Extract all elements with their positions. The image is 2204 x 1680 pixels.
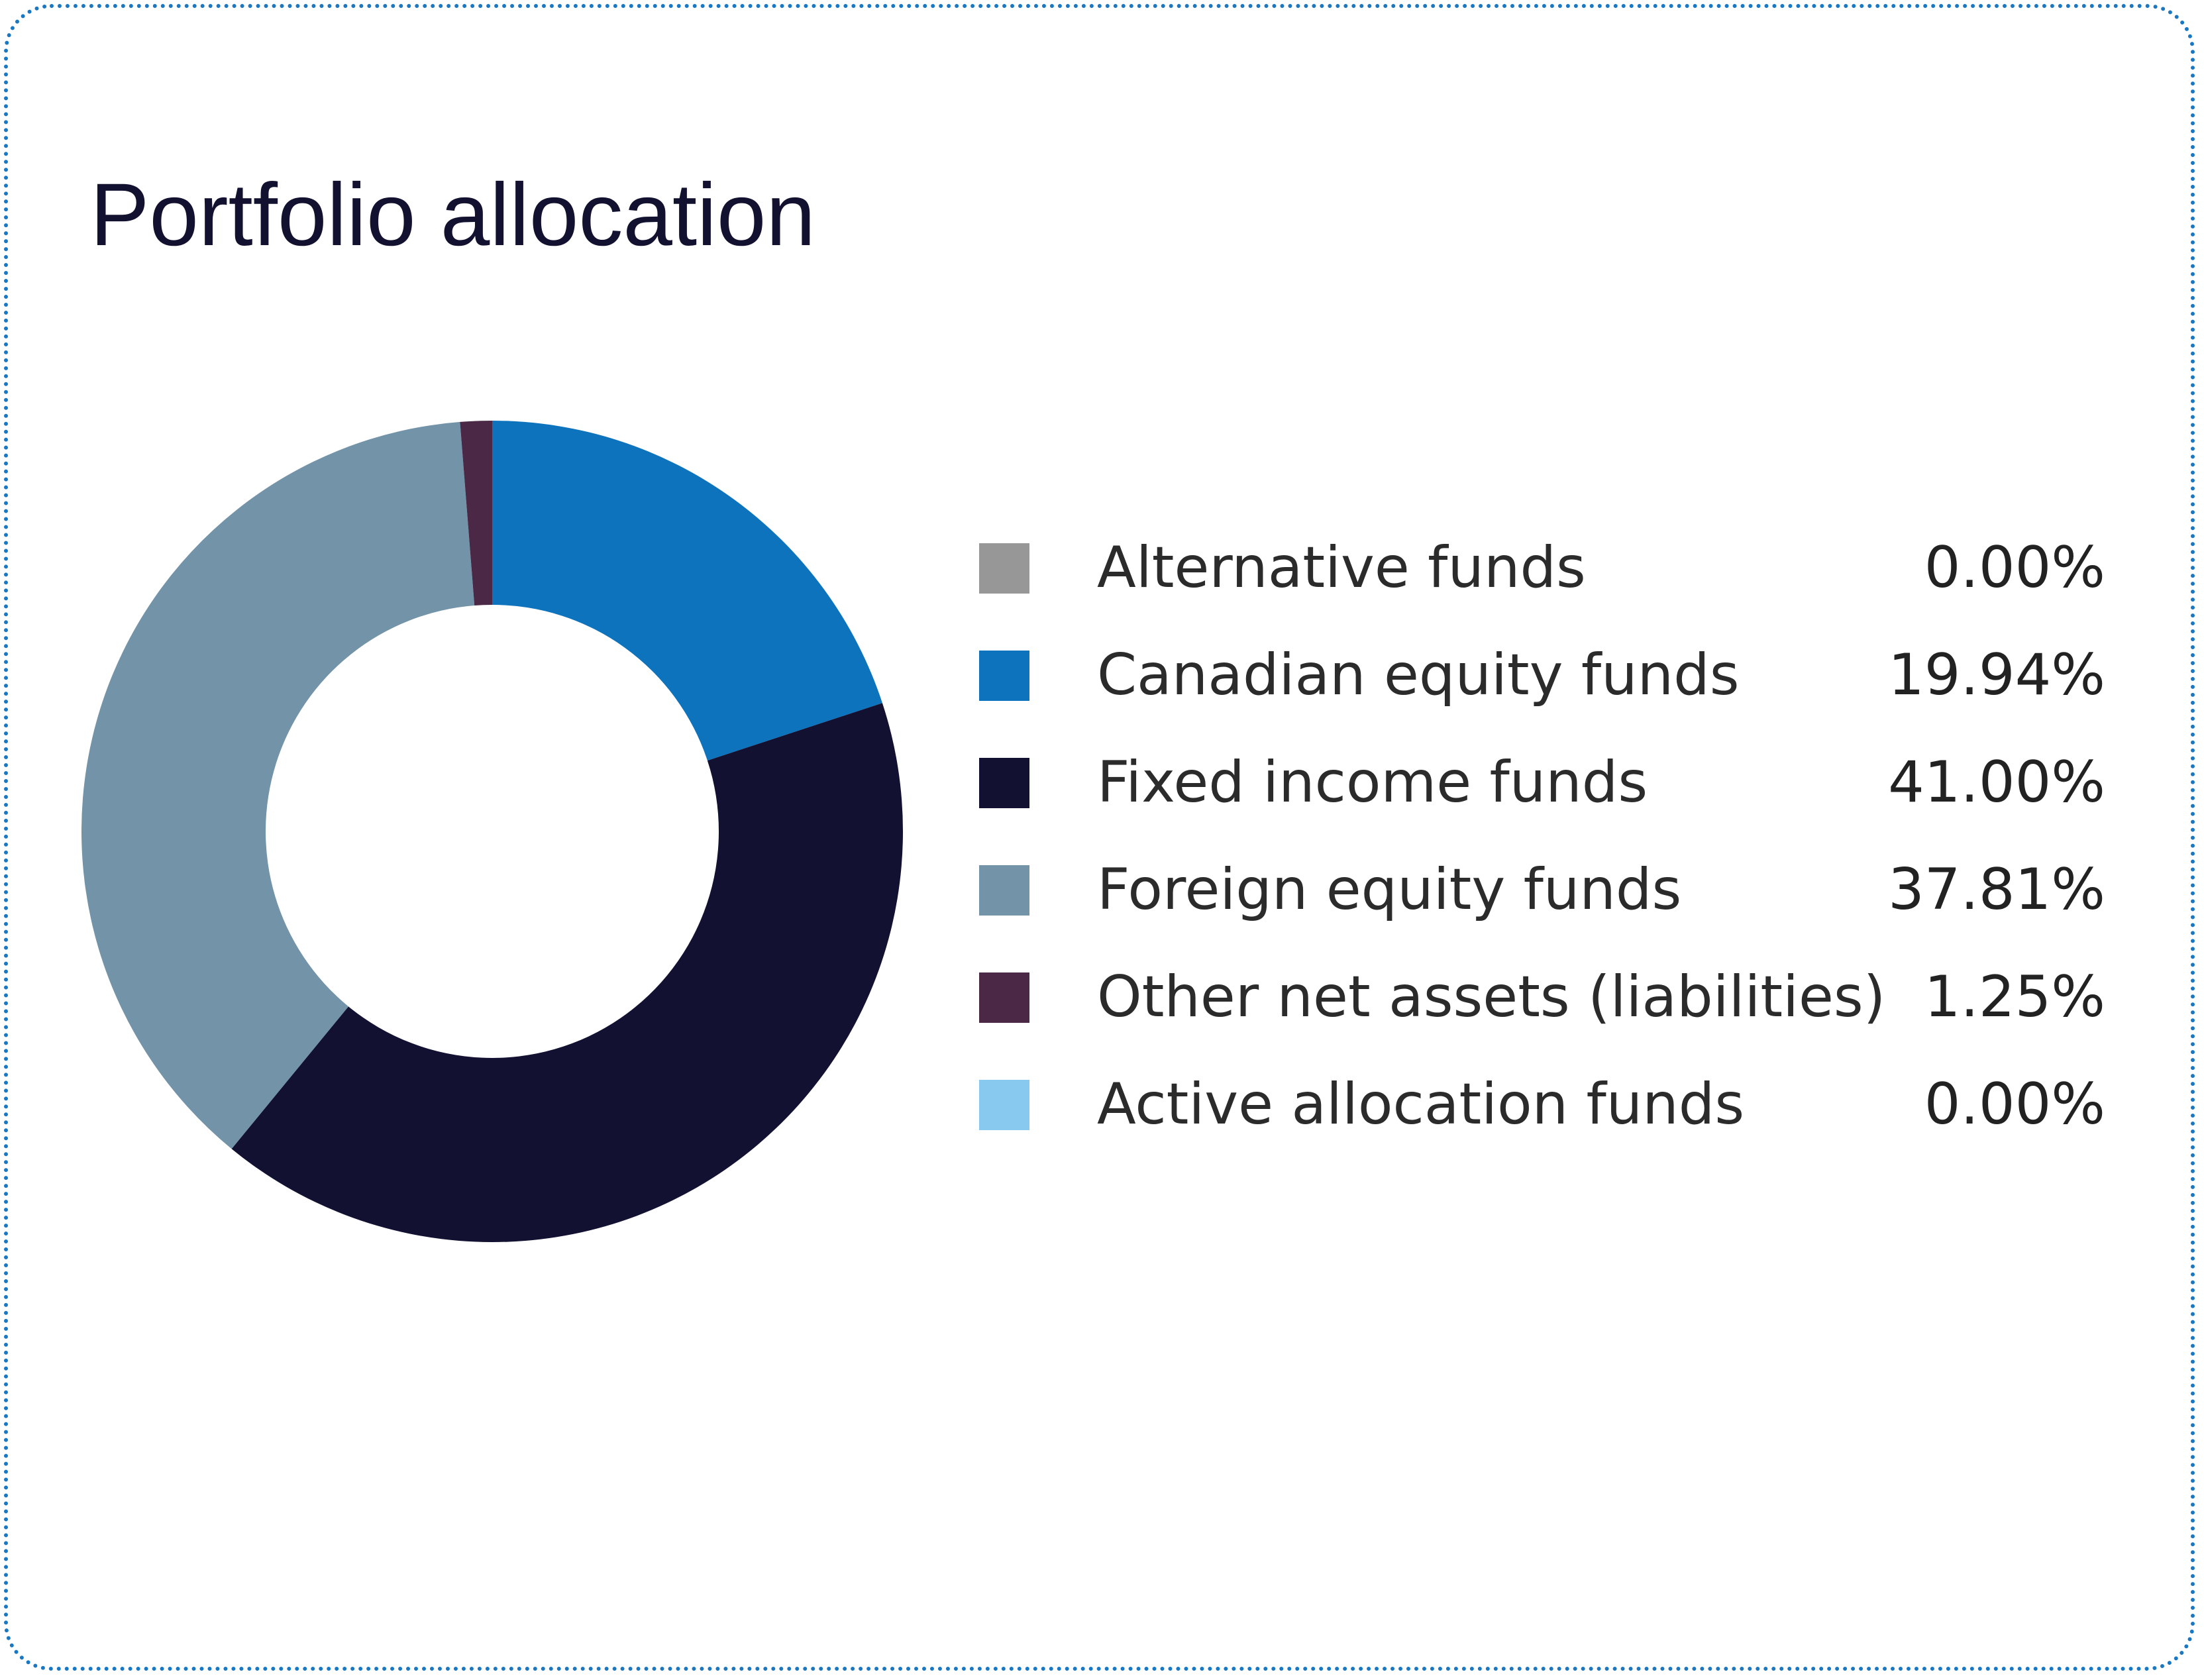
donut-slice-foreign-equity-funds — [81, 421, 475, 1149]
legend-label: Fixed income funds — [1097, 749, 1648, 815]
legend-value: 41.00% — [1888, 749, 2105, 815]
legend-swatch — [979, 758, 1029, 808]
legend-swatch — [979, 543, 1029, 594]
legend-label: Foreign equity funds — [1097, 857, 1682, 923]
legend-swatch — [979, 1080, 1029, 1130]
chart-card — [4, 4, 2195, 1671]
legend-label: Alternative funds — [1097, 535, 1586, 601]
legend-label: Active allocation funds — [1097, 1071, 1745, 1137]
legend-item: Fixed income funds 41.00% — [979, 731, 2105, 839]
donut-slice-fixed-income-funds — [231, 703, 903, 1242]
legend-value: 0.00% — [1924, 1071, 2105, 1137]
legend-item: Active allocation funds 0.00% — [979, 1053, 2105, 1161]
legend-value: 19.94% — [1888, 642, 2105, 708]
legend-value: 1.25% — [1924, 964, 2105, 1030]
donut-chart — [81, 421, 903, 1242]
legend-item: Alternative funds 0.00% — [979, 517, 2105, 624]
legend-label: Other net assets (liabilities) — [1097, 964, 1886, 1030]
legend-swatch — [979, 865, 1029, 916]
legend-value: 37.81% — [1888, 857, 2105, 923]
legend-label: Canadian equity funds — [1097, 642, 1740, 708]
chart-title: Portfolio allocation — [90, 166, 815, 264]
chart-legend: Alternative funds 0.00% Canadian equity fu… — [979, 517, 2105, 1161]
legend-item: Foreign equity funds 37.81% — [979, 839, 2105, 946]
legend-value: 0.00% — [1924, 535, 2105, 601]
donut-slice-canadian-equity-funds — [492, 421, 882, 761]
legend-item: Canadian equity funds 19.94% — [979, 624, 2105, 731]
legend-swatch — [979, 651, 1029, 701]
donut-slice-other-net-assets-liabilities — [460, 421, 492, 606]
legend-item: Other net assets (liabilities) 1.25% — [979, 946, 2105, 1053]
legend-swatch — [979, 972, 1029, 1023]
